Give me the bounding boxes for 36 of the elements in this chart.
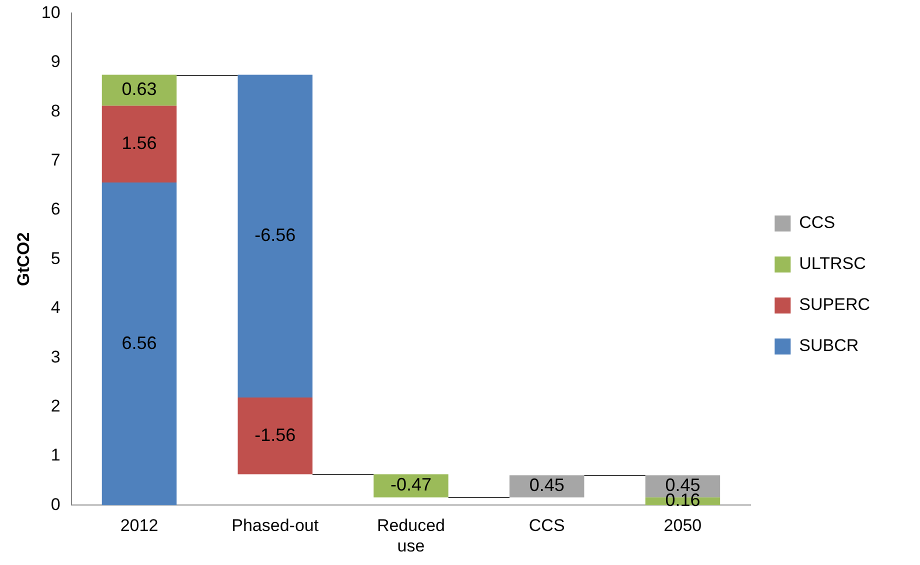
y-tick-label: 10	[41, 2, 60, 22]
x-tick-label: Phased-out	[232, 516, 319, 536]
bar	[238, 74, 312, 398]
legend-label: SUBCR	[799, 336, 859, 356]
legend-label: CCS	[799, 213, 836, 232]
y-tick-label: 3	[50, 347, 60, 366]
x-tick-label: Reduced use	[376, 516, 446, 556]
data-label: 0.63	[122, 79, 157, 100]
y-axis-title: GtCO2	[14, 232, 33, 286]
y-tick-label: 5	[50, 248, 60, 268]
bar	[374, 474, 448, 498]
y-tick-label: 6	[50, 200, 60, 219]
legend-label: ULTRSC	[799, 254, 866, 274]
x-tick-label: 2050	[664, 516, 702, 536]
bar	[509, 475, 584, 498]
bar	[102, 106, 177, 182]
y-tick-label: 9	[50, 52, 60, 72]
data-label: -0.47	[390, 474, 432, 495]
data-label: 0.16	[665, 490, 700, 510]
data-label: 6.56	[122, 332, 157, 353]
data-label: -1.56	[254, 424, 296, 445]
data-label: -6.56	[254, 225, 296, 246]
bar	[238, 397, 312, 474]
y-tick-label: 8	[50, 101, 60, 120]
data-label: 1.56	[122, 133, 157, 154]
legend-label: SUPERC	[799, 295, 870, 314]
y-tick-label: 0	[50, 494, 60, 514]
bar	[102, 182, 177, 506]
y-tick-label: 1	[50, 446, 60, 465]
x-tick-label: CCS	[528, 516, 565, 536]
x-tick-label: 2012	[120, 516, 158, 536]
y-tick-label: 2	[50, 396, 60, 416]
data-label: 0.45	[529, 475, 564, 496]
y-tick-label: 7	[50, 150, 60, 170]
bar	[102, 74, 177, 106]
y-tick-label: 4	[50, 298, 60, 318]
